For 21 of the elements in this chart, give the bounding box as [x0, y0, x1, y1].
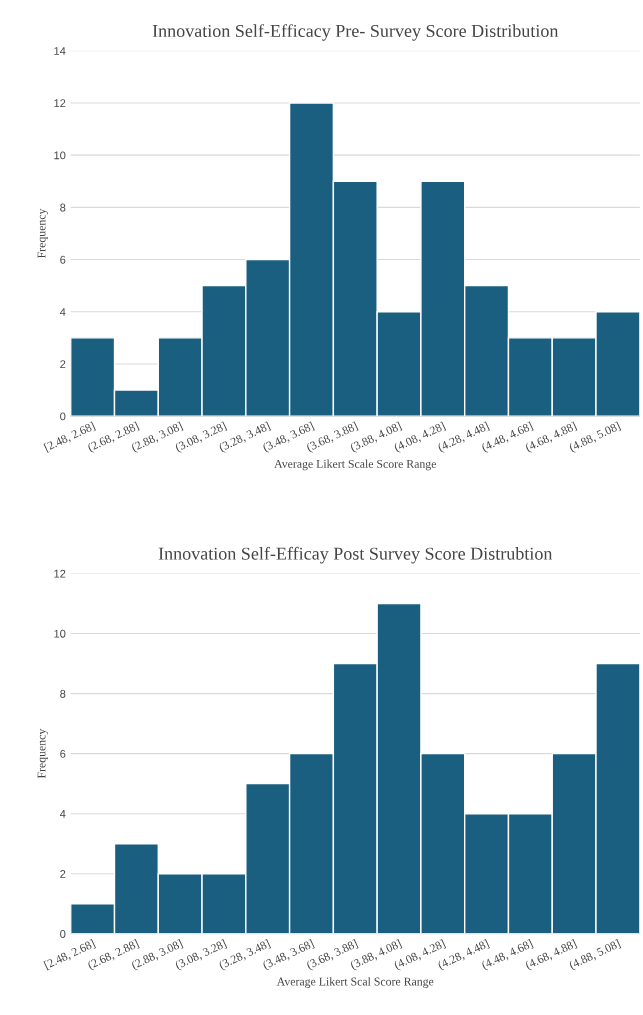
chart-title: Innovation Self-Efficacy Pre- Survey Score Distribution	[152, 24, 559, 41]
y-tick-label: 4	[59, 308, 66, 316]
y-tick-label: 4	[59, 810, 66, 818]
y-axis-title: Frequency	[37, 728, 48, 779]
y-tick-label: 8	[60, 689, 66, 698]
y-tick-label: 2	[60, 870, 66, 878]
y-tick-label: 14	[54, 47, 66, 55]
x-axis-title: Average Likert Scal Score Range	[276, 977, 434, 988]
y-tick-label: 6	[60, 749, 66, 758]
y-tick-label: 8	[60, 203, 66, 212]
y-axis-title: Frequency	[37, 208, 48, 259]
y-tick-label: 10	[54, 629, 66, 638]
chart-title: Innovation Self-Efficay Post Survey Score Distrubtion	[158, 546, 553, 564]
y-tick-label: 0	[60, 930, 66, 938]
y-tick-label: 6	[60, 255, 66, 264]
y-tick-label: 10	[54, 151, 66, 160]
y-tick-label: 12	[54, 569, 66, 578]
y-tick-label: 12	[54, 99, 66, 107]
y-tick-label: 0	[60, 412, 66, 421]
x-axis-title: Average Likert Scale Score Range	[274, 459, 437, 471]
y-tick-label: 2	[60, 360, 66, 368]
